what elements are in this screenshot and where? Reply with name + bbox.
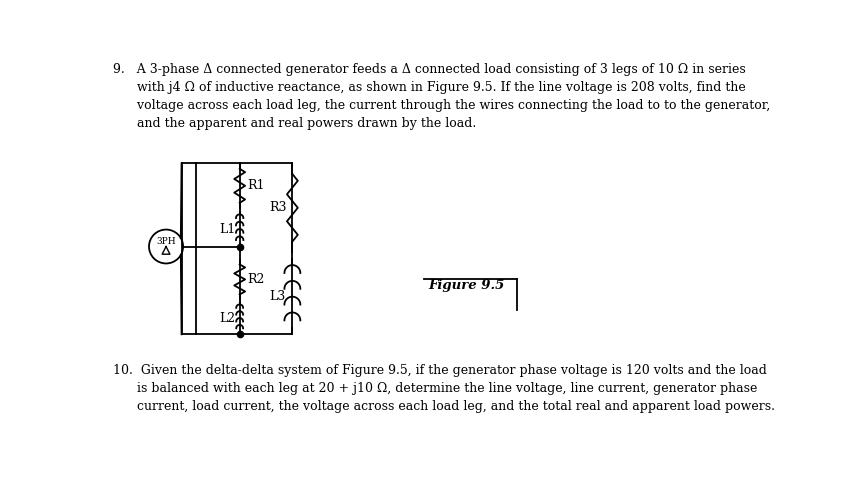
- Text: R3: R3: [269, 201, 287, 214]
- Text: L2: L2: [220, 311, 236, 325]
- Text: L3: L3: [269, 290, 285, 303]
- Text: R2: R2: [248, 273, 265, 286]
- Text: 3PH: 3PH: [157, 237, 176, 246]
- Text: 10.  Given the delta-delta system of Figure 9.5, if the generator phase voltage : 10. Given the delta-delta system of Figu…: [112, 363, 774, 412]
- Text: L1: L1: [220, 223, 236, 236]
- Text: R1: R1: [248, 179, 265, 192]
- Text: Figure 9.5: Figure 9.5: [428, 279, 505, 292]
- Text: 9.   A 3-phase Δ connected generator feeds a Δ connected load consisting of 3 le: 9. A 3-phase Δ connected generator feeds…: [112, 63, 770, 130]
